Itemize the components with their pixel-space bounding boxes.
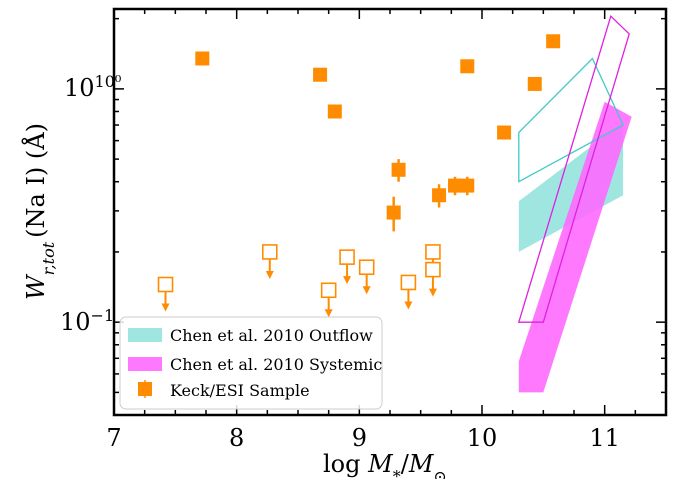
upper-limit-arrowhead — [343, 276, 352, 285]
legend-label-systemic: Chen et al. 2010 Systemic — [170, 355, 382, 374]
y-tick-label-10-1: 10−1 — [60, 306, 114, 337]
detection-marker — [327, 104, 342, 119]
detection-marker — [386, 205, 401, 220]
x-tick-label: 10 — [467, 424, 498, 452]
legend-box — [119, 316, 383, 410]
y-axis-label: Wr,tot(Na I) (Å) — [21, 123, 58, 300]
legend-swatch-outflow — [128, 328, 162, 342]
upper-limit-arrowhead — [404, 301, 413, 310]
detection-marker — [460, 59, 475, 74]
upper-limit-marker — [320, 282, 337, 299]
upper-limit-marker — [261, 244, 278, 260]
detection-marker — [527, 76, 542, 91]
detection-marker — [432, 188, 447, 203]
detection-marker — [460, 178, 475, 193]
detection-marker — [546, 34, 561, 49]
upper-limit-arrowhead — [428, 288, 437, 297]
x-tick-label: 9 — [352, 424, 367, 452]
systemic-outline-region — [517, 14, 630, 323]
upper-limit-marker — [358, 259, 375, 276]
detection-marker — [497, 125, 512, 140]
data-points — [157, 34, 561, 318]
detection-marker — [391, 162, 406, 177]
x-tick-label: 7 — [106, 424, 121, 452]
detection-marker — [313, 67, 328, 82]
x-tick-labels: 7 8 9 10 11 — [106, 424, 620, 452]
legend-marker-keck — [138, 382, 152, 396]
upper-limit-marker — [425, 244, 441, 260]
chen-regions — [517, 14, 632, 393]
x-axis-label: log M*/M⊙ — [323, 450, 447, 479]
plot-frame — [112, 7, 668, 417]
upper-limit-marker — [400, 274, 417, 291]
legend: Chen et al. 2010 Outflow Chen et al. 201… — [119, 316, 383, 410]
legend-swatch-systemic — [128, 357, 162, 371]
upper-limit-marker — [425, 261, 441, 278]
upper-limit-arrowhead — [362, 286, 371, 295]
y-tick-label-100: 1010⁰ — [64, 72, 121, 103]
legend-label-keck: Keck/ESI Sample — [170, 381, 310, 400]
detection-marker — [195, 51, 210, 66]
x-tick-label: 11 — [589, 424, 620, 452]
legend-label-outflow: Chen et al. 2010 Outflow — [170, 326, 373, 345]
outflow-outline-region — [518, 57, 624, 183]
upper-limit-arrowhead — [265, 270, 274, 279]
detection-marker — [448, 178, 463, 193]
upper-limit-marker — [339, 249, 355, 265]
x-tick-label: 8 — [229, 424, 244, 452]
upper-limit-marker — [157, 276, 174, 293]
upper-limit-arrowhead — [161, 303, 170, 312]
systemic-filled-region — [518, 101, 632, 393]
upper-limit-arrowhead — [324, 309, 333, 318]
